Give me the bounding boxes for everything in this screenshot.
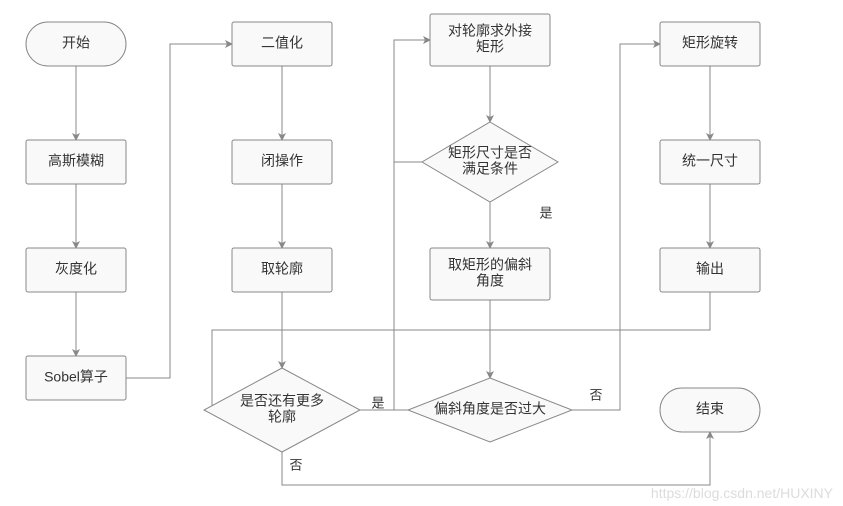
node-sobel: Sobel算子 <box>26 356 126 400</box>
node-label: 高斯模糊 <box>48 153 104 169</box>
node-label: Sobel算子 <box>44 369 108 385</box>
nodes-layer: 开始高斯模糊灰度化Sobel算子二值化闭操作取轮廓是否还有更多轮廓对轮廓求外接矩… <box>26 14 760 452</box>
node-label: 输出 <box>696 261 724 277</box>
node-bbox: 对轮廓求外接矩形 <box>430 14 550 66</box>
node-label: 是否还有更多 <box>240 393 324 409</box>
node-label: 矩形旋转 <box>682 35 738 51</box>
node-rotate: 矩形旋转 <box>660 22 760 66</box>
node-gray: 灰度化 <box>26 248 126 292</box>
node-contour: 取轮廓 <box>232 248 332 292</box>
edge-label: 是 <box>539 205 552 220</box>
node-angbig: 偏斜角度是否过大 <box>408 378 572 442</box>
node-output: 输出 <box>660 248 760 292</box>
node-label: 闭操作 <box>261 153 303 169</box>
edge-label: 否 <box>589 387 602 402</box>
node-label: 满足条件 <box>462 161 518 177</box>
edge-label: 是 <box>371 395 384 410</box>
edges-layer: 是否是否 <box>76 40 710 485</box>
node-start: 开始 <box>26 22 126 66</box>
node-label: 对轮廓求外接 <box>448 23 532 39</box>
flowchart-canvas: 是否是否 开始高斯模糊灰度化Sobel算子二值化闭操作取轮廓是否还有更多轮廓对轮… <box>0 0 843 506</box>
node-label: 轮廓 <box>268 409 296 425</box>
node-label: 取矩形的偏斜 <box>448 257 532 273</box>
edge-sobel-thresh <box>126 44 232 378</box>
node-thresh: 二值化 <box>232 22 332 66</box>
node-end: 结束 <box>660 388 760 432</box>
node-gauss: 高斯模糊 <box>26 140 126 184</box>
edge-angbig-rotate <box>572 44 660 410</box>
node-sizeok: 矩形尺寸是否满足条件 <box>422 122 558 202</box>
node-resize: 统一尺寸 <box>660 140 760 184</box>
node-label: 开始 <box>62 35 90 51</box>
node-label: 偏斜角度是否过大 <box>434 401 546 417</box>
node-label: 二值化 <box>261 35 303 51</box>
watermark: https://blog.csdn.net/HUXINY <box>651 485 834 501</box>
node-more: 是否还有更多轮廓 <box>204 368 360 452</box>
node-angle: 取矩形的偏斜角度 <box>430 248 550 300</box>
edge-label: 否 <box>289 457 302 472</box>
node-label: 统一尺寸 <box>682 153 738 169</box>
node-label: 角度 <box>476 273 504 289</box>
node-label: 灰度化 <box>55 261 97 277</box>
node-close: 闭操作 <box>232 140 332 184</box>
node-label: 矩形 <box>476 39 504 55</box>
node-label: 矩形尺寸是否 <box>448 145 532 161</box>
edge-more-bbox <box>360 40 430 410</box>
node-label: 取轮廓 <box>261 261 303 277</box>
node-label: 结束 <box>696 401 724 417</box>
